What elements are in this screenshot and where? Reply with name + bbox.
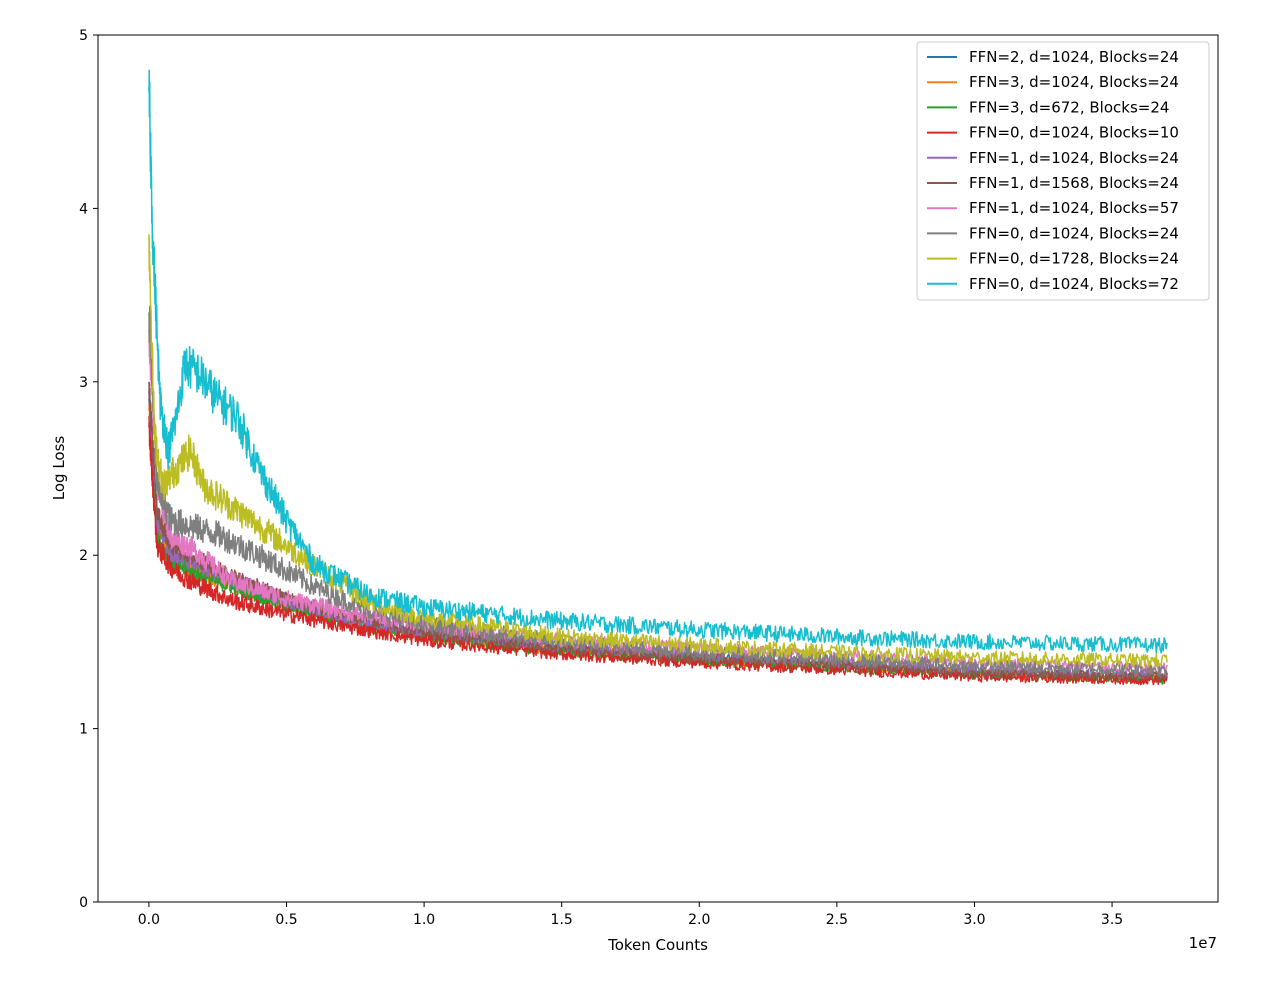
- y-tick-label: 4: [79, 201, 88, 217]
- legend-item: FFN=1, d=1568, Blocks=24: [927, 174, 1179, 192]
- legend-item: FFN=0, d=1024, Blocks=72: [927, 275, 1179, 293]
- x-tick-label: 0.0: [138, 912, 160, 928]
- x-tick-label: 2.0: [688, 912, 710, 928]
- legend-label: FFN=3, d=672, Blocks=24: [969, 98, 1169, 116]
- y-tick-label: 1: [79, 722, 88, 738]
- legend-label: FFN=1, d=1024, Blocks=57: [969, 199, 1179, 217]
- x-tick-label: 3.0: [963, 912, 985, 928]
- legend-label: FFN=0, d=1024, Blocks=72: [969, 275, 1179, 293]
- y-tick-label: 2: [79, 548, 88, 564]
- x-tick-label: 1.0: [413, 912, 435, 928]
- legend-label: FFN=3, d=1024, Blocks=24: [969, 73, 1179, 91]
- series-line: [148, 329, 1168, 674]
- x-tick-label: 2.5: [826, 912, 848, 928]
- y-tick-label: 0: [79, 895, 88, 911]
- plot-series: [148, 69, 1168, 686]
- x-tick-label: 0.5: [275, 912, 297, 928]
- legend-label: FFN=1, d=1568, Blocks=24: [969, 174, 1179, 192]
- y-tick-label: 5: [79, 28, 88, 44]
- legend-item: FFN=1, d=1024, Blocks=57: [927, 199, 1179, 217]
- legend-label: FFN=0, d=1728, Blocks=24: [969, 250, 1179, 268]
- legend-item: FFN=3, d=672, Blocks=24: [927, 98, 1169, 116]
- legend-label: FFN=0, d=1024, Blocks=10: [969, 124, 1179, 142]
- x-tick-label: 1.5: [551, 912, 573, 928]
- legend-item: FFN=1, d=1024, Blocks=24: [927, 149, 1179, 167]
- legend-item: FFN=0, d=1024, Blocks=24: [927, 224, 1179, 242]
- series-line: [148, 305, 1168, 677]
- legend-label: FFN=2, d=1024, Blocks=24: [969, 48, 1179, 66]
- legend-item: FFN=0, d=1024, Blocks=10: [927, 124, 1179, 142]
- legend: FFN=2, d=1024, Blocks=24 FFN=3, d=1024, B…: [916, 41, 1210, 301]
- series-line: [148, 381, 1168, 681]
- legend-label: FFN=0, d=1024, Blocks=24: [969, 224, 1179, 242]
- legend-item: FFN=0, d=1728, Blocks=24: [927, 250, 1179, 268]
- legend-label: FFN=1, d=1024, Blocks=24: [969, 149, 1179, 167]
- y-axis-label: Log Loss: [50, 436, 68, 501]
- x-axis-label: Token Counts: [607, 936, 708, 954]
- axes-frame: [97, 34, 1219, 903]
- x-tick-label: 3.5: [1101, 912, 1123, 928]
- series-line: [148, 69, 1168, 654]
- legend-item: FFN=2, d=1024, Blocks=24: [927, 48, 1179, 66]
- x-axis-offset-label: 1e7: [1189, 934, 1217, 952]
- legend-box: [916, 41, 1210, 301]
- legend-item: FFN=3, d=1024, Blocks=24: [927, 73, 1179, 91]
- series-line: [148, 234, 1168, 668]
- y-tick-label: 3: [79, 375, 88, 391]
- y-axis-ticks: 0 1 2 3 4 5: [79, 28, 98, 911]
- x-axis-ticks: 0.0 0.5 1.0 1.5 2.0 2.5 3.0 3.5: [138, 902, 1123, 928]
